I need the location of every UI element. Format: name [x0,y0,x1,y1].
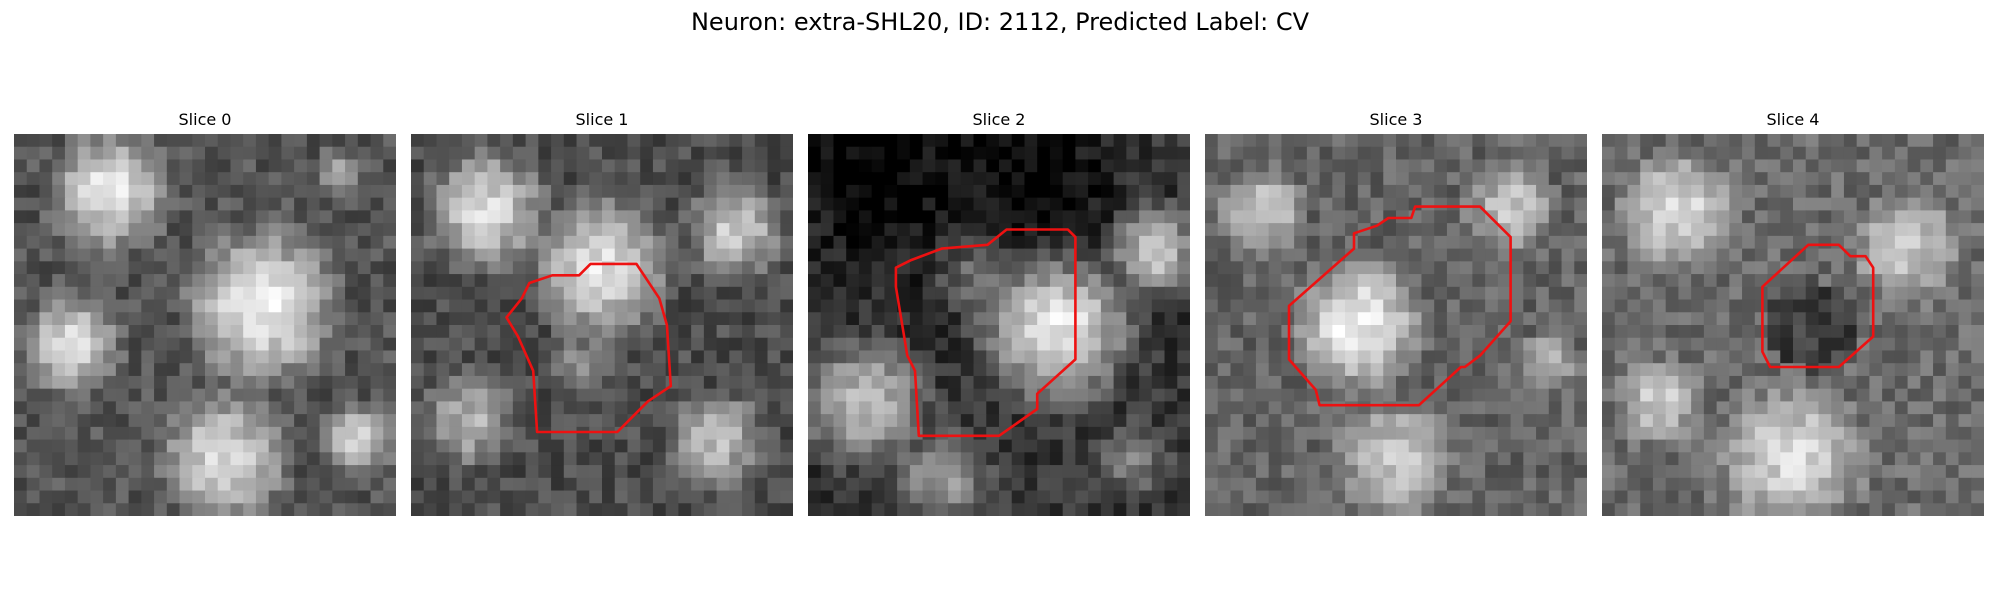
slice-panel-2: Slice 2 [808,108,1190,132]
slice-image-3 [1205,134,1587,516]
slice-image-1 [411,134,793,516]
slice-title-0: Slice 0 [14,108,396,132]
slice-title-2: Slice 2 [808,108,1190,132]
figure-title: Neuron: extra-SHL20, ID: 2112, Predicted… [0,8,2000,36]
slice-panel-3: Slice 3 [1205,108,1587,132]
slice-image-4 [1602,134,1984,516]
slice-image-2 [808,134,1190,516]
slice-image-0 [14,134,396,516]
slice-title-3: Slice 3 [1205,108,1587,132]
slice-title-1: Slice 1 [411,108,793,132]
slice-panel-4: Slice 4 [1602,108,1984,132]
slice-panel-0: Slice 0 [14,108,396,132]
slice-title-4: Slice 4 [1602,108,1984,132]
slice-panel-1: Slice 1 [411,108,793,132]
